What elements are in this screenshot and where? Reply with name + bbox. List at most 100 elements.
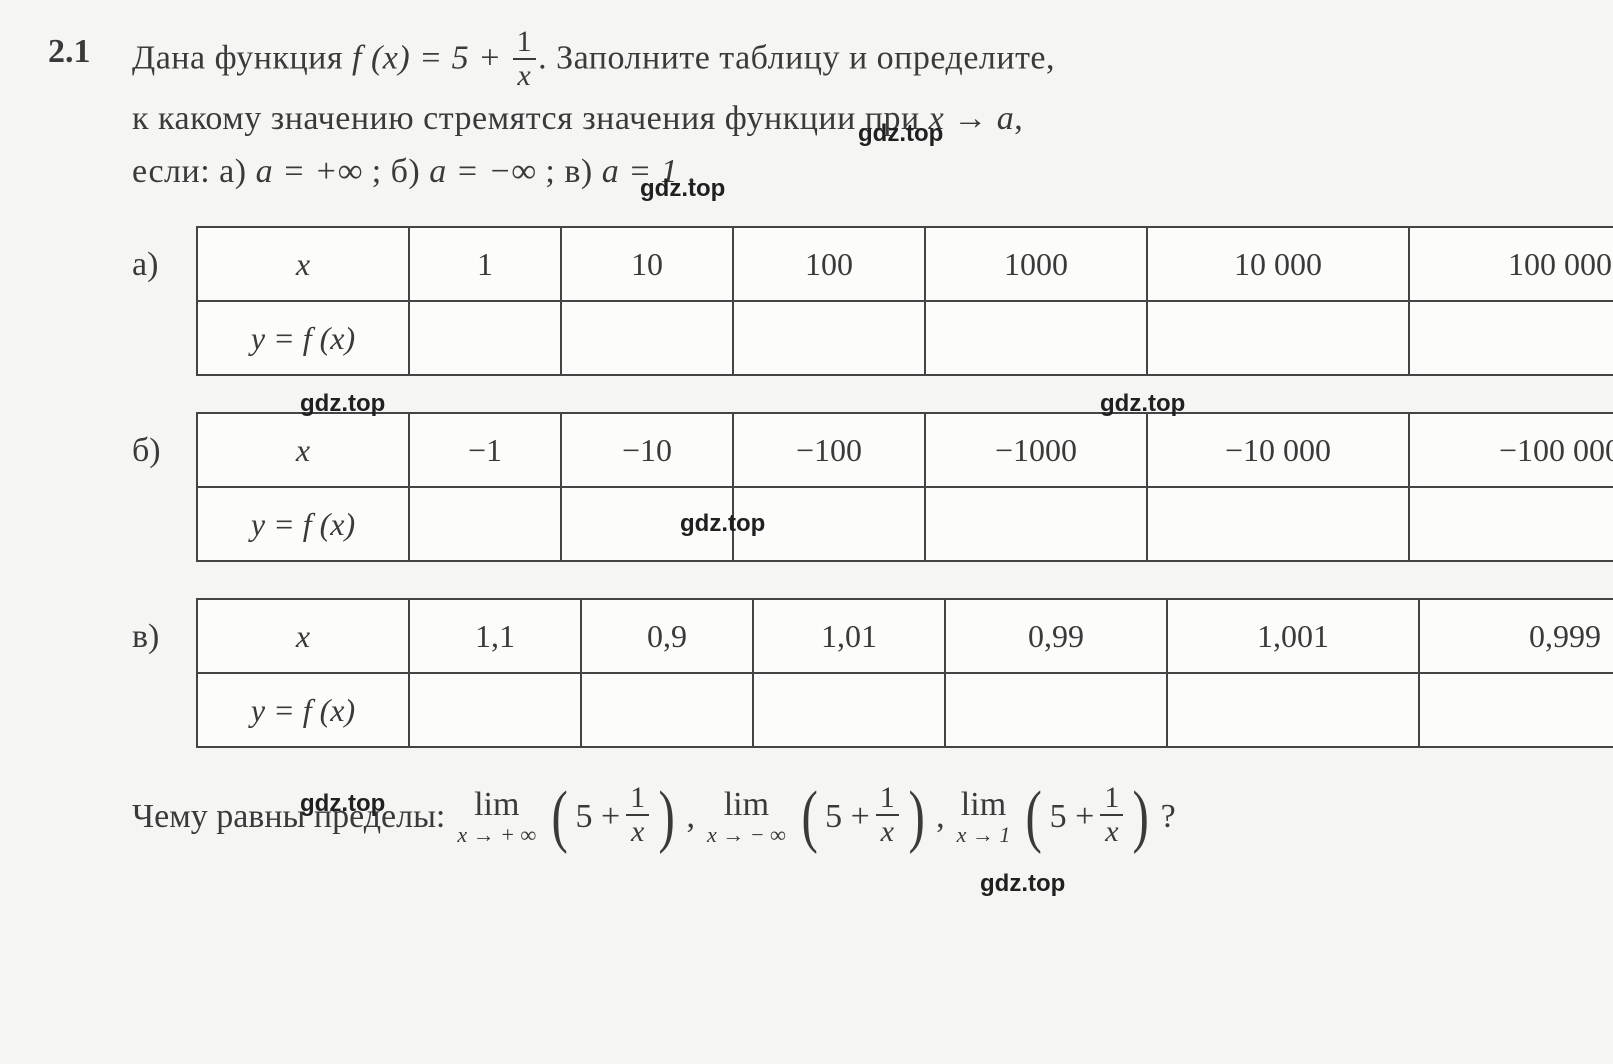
- fraction-denominator: x: [876, 814, 899, 848]
- table-cell: [409, 487, 561, 561]
- table-cell: 0,999: [1419, 599, 1613, 673]
- table-cell: 1000: [925, 227, 1147, 301]
- text-fragment: .: [687, 153, 696, 190]
- table-header-y: y = f (x): [197, 487, 409, 561]
- table-cell: 1,01: [753, 599, 945, 673]
- table-cell: [753, 673, 945, 747]
- table-cell: 1,1: [409, 599, 581, 673]
- table-row: x 1 10 100 1000 10 000 100 000: [197, 227, 1613, 301]
- table-cell: [1409, 301, 1613, 375]
- lim-expression: ( 5 + 1 x ): [1022, 784, 1152, 849]
- table-cell: [733, 301, 925, 375]
- expr-pre: 5 +: [1050, 798, 1095, 836]
- separator: ,: [936, 798, 945, 836]
- table-a: x 1 10 100 1000 10 000 100 000 y = f (x): [196, 226, 1613, 376]
- table-b: x −1 −10 −100 −1000 −10 000 −100 000 y =…: [196, 412, 1613, 562]
- table-cell: [1409, 487, 1613, 561]
- table-cell: [945, 673, 1167, 747]
- table-cell: [1419, 673, 1613, 747]
- expr-pre: 5 +: [575, 798, 620, 836]
- lim-symbol: lim x → 1: [957, 788, 1011, 846]
- table-row-a: а) x 1 10 100 1000 10 000 100 000 y = f …: [132, 226, 1565, 376]
- table-cell: [561, 487, 733, 561]
- cond-b: a = −∞: [429, 153, 536, 190]
- lim-sub: x → 1: [957, 822, 1011, 846]
- text-fragment: . Заполните таблицу и определите,: [538, 39, 1055, 76]
- table-label-b: б): [132, 412, 178, 468]
- function-lhs: f (x) = 5 +: [352, 39, 502, 76]
- table-cell: 1,001: [1167, 599, 1419, 673]
- table-cell: −1000: [925, 413, 1147, 487]
- table-cell: [581, 673, 753, 747]
- watermark: gdz.top: [980, 870, 1065, 898]
- limits-lead: Чему равны пределы:: [132, 798, 445, 836]
- fraction-1-over-x: 1 x: [1100, 782, 1123, 847]
- lim-word: lim: [961, 788, 1006, 822]
- fraction-numerator: 1: [876, 782, 899, 814]
- fraction-denominator: x: [626, 814, 649, 848]
- table-cell: 10: [561, 227, 733, 301]
- fraction-1-over-x: 1 x: [876, 782, 899, 847]
- lim-sub: x → − ∞: [707, 822, 786, 846]
- x-to-a: x → a: [929, 100, 1015, 137]
- cond-c: a = 1: [602, 153, 678, 190]
- table-cell: [1147, 487, 1409, 561]
- fraction-denominator: x: [513, 58, 537, 92]
- lim-expression: ( 5 + 1 x ): [548, 784, 678, 849]
- table-header-y: y = f (x): [197, 301, 409, 375]
- table-header-x: x: [197, 599, 409, 673]
- fraction-1-over-x: 1 x: [626, 782, 649, 847]
- fraction-numerator: 1: [626, 782, 649, 814]
- table-cell: −10: [561, 413, 733, 487]
- text-fragment: Дана функция: [132, 39, 352, 76]
- problem-number: 2.1: [48, 28, 104, 76]
- table-row: x 1,1 0,9 1,01 0,99 1,001 0,999: [197, 599, 1613, 673]
- lim-word: lim: [474, 788, 519, 822]
- fraction-denominator: x: [1100, 814, 1123, 848]
- expr-pre: 5 +: [825, 798, 870, 836]
- table-cell: 100 000: [1409, 227, 1613, 301]
- table-cell: 1: [409, 227, 561, 301]
- table-cell: [925, 301, 1147, 375]
- table-cell: [733, 487, 925, 561]
- right-paren-icon: ): [1133, 785, 1149, 848]
- table-cell: −100 000: [1409, 413, 1613, 487]
- left-paren-icon: (: [801, 785, 817, 848]
- table-cell: [925, 487, 1147, 561]
- text-fragment: к какому значению стремятся значения фун…: [132, 100, 929, 137]
- cond-a: a = +∞: [256, 153, 363, 190]
- tables-container: а) x 1 10 100 1000 10 000 100 000 y = f …: [132, 226, 1565, 748]
- right-paren-icon: ): [908, 785, 924, 848]
- text-fragment: если: а): [132, 153, 256, 190]
- table-row: y = f (x): [197, 673, 1613, 747]
- question-mark: ?: [1161, 798, 1176, 836]
- text-fragment: ,: [1014, 100, 1023, 137]
- table-cell: −100: [733, 413, 925, 487]
- separator: ,: [686, 798, 695, 836]
- fraction-numerator: 1: [513, 26, 537, 58]
- table-cell: 10 000: [1147, 227, 1409, 301]
- table-cell: [1147, 301, 1409, 375]
- problem-text: Дана функция f (x) = 5 + 1 x . Заполните…: [132, 28, 1055, 198]
- lim-symbol: lim x → + ∞: [457, 788, 536, 846]
- page-root: 2.1 Дана функция f (x) = 5 + 1 x . Запол…: [0, 0, 1613, 889]
- table-row: y = f (x): [197, 301, 1613, 375]
- fraction-numerator: 1: [1100, 782, 1123, 814]
- text-fragment: ; в): [545, 153, 601, 190]
- table-header-x: x: [197, 413, 409, 487]
- fraction-1-over-x: 1 x: [513, 26, 537, 91]
- table-cell: [409, 301, 561, 375]
- problem-block: 2.1 Дана функция f (x) = 5 + 1 x . Запол…: [48, 28, 1565, 198]
- text-fragment: ; б): [372, 153, 430, 190]
- lim-symbol: lim x → − ∞: [707, 788, 786, 846]
- table-header-y: y = f (x): [197, 673, 409, 747]
- lim-expression: ( 5 + 1 x ): [798, 784, 928, 849]
- table-cell: 0,99: [945, 599, 1167, 673]
- table-cell: [1167, 673, 1419, 747]
- table-label-a: а): [132, 226, 178, 282]
- lim-sub: x → + ∞: [457, 822, 536, 846]
- table-label-c: в): [132, 598, 178, 654]
- table-cell: [409, 673, 581, 747]
- table-cell: −1: [409, 413, 561, 487]
- table-header-x: x: [197, 227, 409, 301]
